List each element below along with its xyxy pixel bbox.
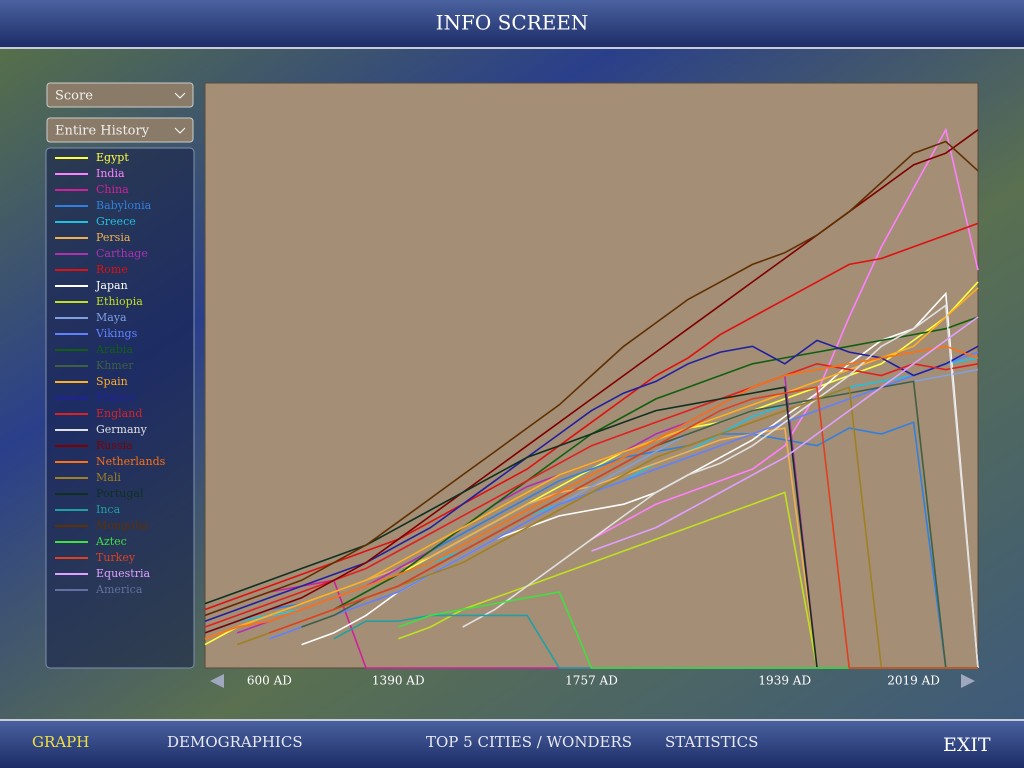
x-tick-label: 1757 AD <box>565 674 618 688</box>
legend-label: England <box>96 407 142 420</box>
tab[interactable]: TOP 5 CITIES / WONDERS <box>426 733 632 751</box>
series-line <box>591 127 979 541</box>
lines <box>204 127 979 669</box>
series-line <box>591 316 979 552</box>
legend-label: Arabia <box>95 343 133 356</box>
legend-label: Greece <box>96 215 136 228</box>
legend-label: Egypt <box>96 151 129 164</box>
legend-label: America <box>95 583 143 596</box>
dropdown-label[interactable]: Score <box>55 89 93 104</box>
legend-label: Mongolia <box>96 519 149 532</box>
scroll-right[interactable] <box>961 674 975 688</box>
legend-label: Netherlands <box>96 455 166 468</box>
legend-label: Aztec <box>95 535 127 548</box>
dropdown-box[interactable] <box>46 82 194 108</box>
legend-label: Germany <box>96 423 148 436</box>
series-line <box>204 339 979 622</box>
header-bar <box>0 0 1024 48</box>
legend-label: Carthage <box>96 247 148 260</box>
dropdown-box[interactable] <box>46 117 194 143</box>
legend-label: China <box>96 183 129 196</box>
footer-bar <box>0 720 1024 768</box>
dropdown-arrow[interactable] <box>174 127 186 134</box>
legend-label: France <box>96 391 135 404</box>
legend-label: Russia <box>96 439 133 452</box>
scroll-left[interactable] <box>210 674 224 688</box>
exit-button[interactable]: EXIT <box>943 734 991 756</box>
series-line <box>333 316 979 611</box>
legend-label: Mali <box>96 471 121 484</box>
legend-label: India <box>96 167 125 180</box>
legend-label: Inca <box>96 503 121 516</box>
legend-label: Spain <box>96 375 128 388</box>
legend-label: Equestria <box>96 567 151 580</box>
dropdown-label[interactable]: Entire History <box>55 124 150 139</box>
x-tick-label: 600 AD <box>247 674 292 688</box>
metric-dropdown[interactable]: Score <box>46 82 194 108</box>
x-axis: 600 AD 1390 AD 1757 AD 1939 AD 2019 AD <box>247 674 940 688</box>
legend-label: Khmer <box>96 359 134 372</box>
x-tick-label: 1939 AD <box>758 674 811 688</box>
series-line <box>269 351 979 640</box>
x-tick-label: 1390 AD <box>372 674 425 688</box>
legend-panel <box>45 147 195 669</box>
legend-label: Babylonia <box>96 199 152 212</box>
legend: Egypt India China Babylonia Greece Persia Cart… <box>55 151 166 596</box>
range-dropdown[interactable]: Entire History <box>46 117 194 143</box>
series-line <box>204 140 979 617</box>
series-line <box>269 386 978 669</box>
legend-label: Vikings <box>95 327 138 340</box>
legend-label: Portugal <box>96 487 144 500</box>
series-line <box>462 303 979 669</box>
tab[interactable]: GRAPH <box>32 733 89 751</box>
legend-label: Turkey <box>96 551 136 564</box>
legend-label: Ethiopia <box>96 295 143 308</box>
tab[interactable]: STATISTICS <box>665 733 758 751</box>
legend-label: Japan <box>95 279 128 292</box>
dropdown-arrow[interactable] <box>174 92 186 99</box>
legend-label: Rome <box>96 263 128 276</box>
x-tick-label: 2019 AD <box>887 674 940 688</box>
legend-label: Persia <box>96 231 131 244</box>
tab[interactable]: DEMOGRAPHICS <box>167 733 303 751</box>
screen-title: INFO SCREEN <box>436 11 589 35</box>
legend-label: Maya <box>96 311 127 324</box>
series-line <box>204 345 979 640</box>
